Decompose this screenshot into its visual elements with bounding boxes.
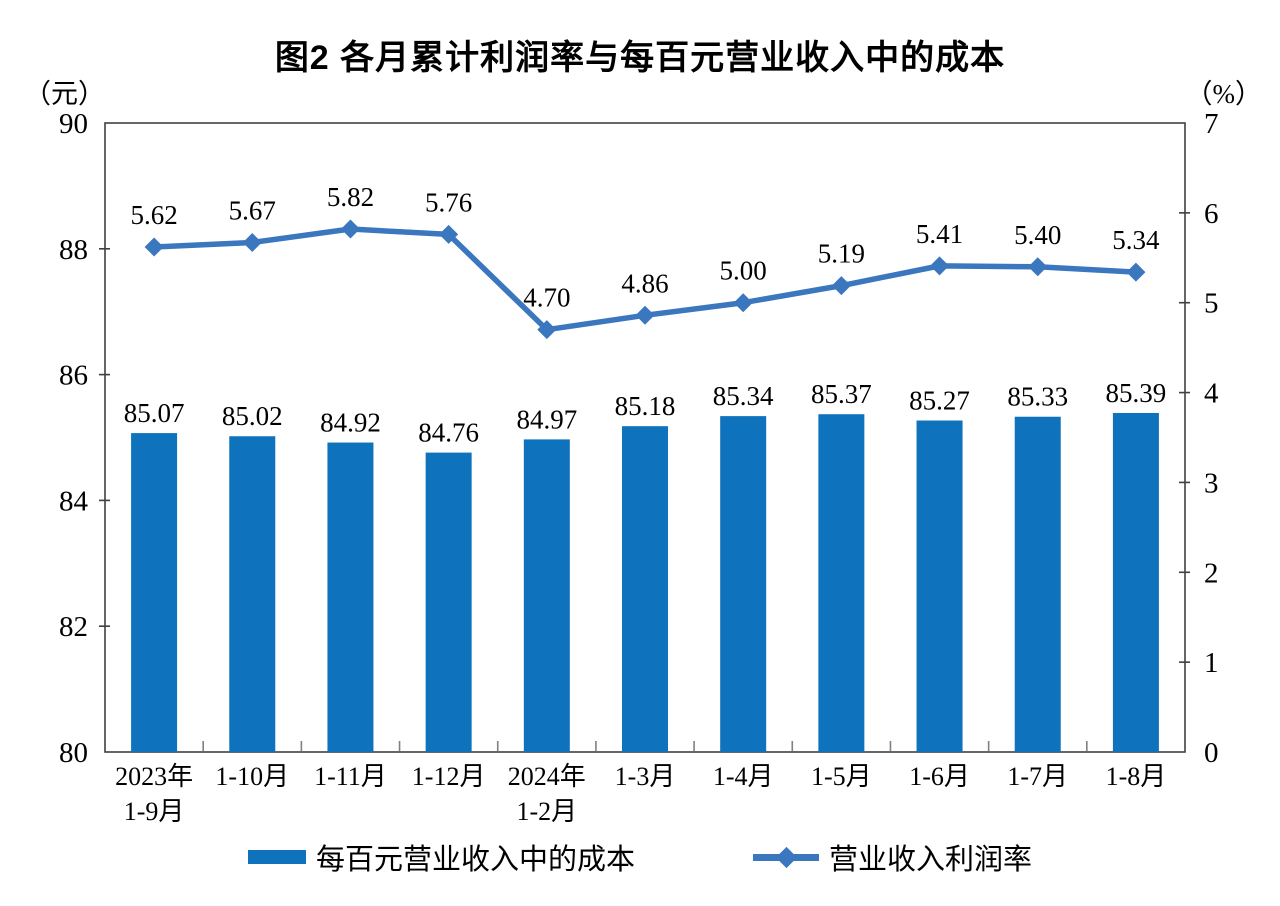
line-marker-diamond (831, 276, 851, 296)
bar (720, 416, 767, 752)
left-axis-tick-label: 86 (59, 360, 88, 392)
line-value-label: 5.82 (327, 182, 374, 212)
line-value-label: 4.86 (621, 268, 668, 298)
line-marker-diamond (340, 219, 360, 239)
x-axis-category-label: 1-8月 (1106, 762, 1167, 791)
line-value-label: 5.00 (720, 256, 767, 286)
bar (327, 442, 374, 752)
bar-value-label: 85.39 (1106, 378, 1167, 408)
chart-title: 图2 各月累计利润率与每百元营业收入中的成本 (274, 39, 1006, 77)
right-axis-tick-label: 1 (1204, 647, 1219, 679)
bar (916, 420, 963, 752)
line-value-label: 5.19 (818, 239, 865, 269)
x-axis-category-label: 1-4月 (713, 762, 774, 791)
left-axis-unit-label: （元） (24, 79, 105, 109)
chart-legend: 每百元营业收入中的成本 营业收入利润率 (0, 836, 1280, 878)
legend-item-cost: 每百元营业收入中的成本 (247, 836, 635, 878)
bar-value-label: 85.34 (713, 381, 774, 411)
bar (1014, 416, 1061, 752)
bar-value-label: 85.37 (811, 379, 872, 409)
line-marker-diamond (439, 224, 459, 244)
right-axis-tick-label: 6 (1204, 198, 1219, 230)
line-value-label: 5.76 (425, 187, 472, 217)
bar (818, 414, 865, 752)
line-marker-diamond (144, 237, 164, 257)
line-value-label: 5.40 (1014, 220, 1061, 250)
right-axis-tick-label: 0 (1204, 737, 1219, 769)
line-value-label: 5.41 (916, 219, 963, 249)
bar (131, 433, 178, 752)
bar (622, 426, 668, 752)
x-axis-category-label: 1-7月 (1007, 762, 1068, 791)
line-marker-diamond (537, 320, 557, 340)
x-axis-category-label: 1-5月 (811, 762, 872, 791)
legend-label-profit-rate: 营业收入利润率 (829, 844, 1033, 876)
x-axis-category-label: 2024年 (508, 762, 586, 791)
left-axis-tick-label: 90 (59, 108, 88, 140)
line-marker-diamond (1028, 257, 1048, 277)
line-value-label: 5.62 (130, 200, 177, 230)
x-axis-category-label: 1-2月 (516, 797, 577, 826)
x-axis-category-label: 1-3月 (615, 762, 676, 791)
bar-value-label: 85.18 (615, 391, 676, 421)
left-axis-tick-label: 84 (59, 485, 89, 517)
bar-value-label: 85.33 (1007, 382, 1068, 412)
right-axis-tick-label: 2 (1204, 557, 1219, 589)
line-marker-diamond (1126, 262, 1146, 282)
bar-value-label: 84.92 (320, 408, 381, 438)
left-axis-tick-label: 80 (59, 737, 88, 769)
left-axis-tick-label: 88 (59, 234, 88, 266)
left-axis-tick-label: 82 (59, 611, 88, 643)
right-axis-tick-label: 3 (1204, 467, 1219, 499)
x-axis-category-label: 1-12月 (412, 762, 486, 791)
x-axis-category-label: 1-10月 (215, 762, 289, 791)
x-axis-category-label: 1-6月 (909, 762, 970, 791)
right-axis-tick-label: 7 (1204, 108, 1219, 140)
diamond-marker-icon (775, 846, 798, 868)
legend-item-profit-rate: 营业收入利润率 (753, 836, 1032, 878)
right-axis-unit-label: （%） (1185, 79, 1263, 109)
line-value-label: 4.70 (523, 283, 570, 313)
line-marker-diamond (930, 256, 950, 276)
legend-label-cost: 每百元营业收入中的成本 (315, 844, 635, 876)
bar (229, 436, 276, 752)
right-axis-tick-label: 5 (1204, 288, 1219, 320)
bar-series-swatch-icon (247, 850, 306, 864)
x-axis-category-label: 1-9月 (124, 797, 185, 826)
bar (425, 452, 472, 752)
bar-value-label: 85.27 (909, 386, 970, 416)
bar-value-label: 84.97 (516, 404, 577, 434)
bar-value-label: 85.07 (124, 398, 185, 428)
line-value-label: 5.67 (229, 196, 276, 226)
line-marker-diamond (733, 293, 753, 313)
x-axis-category-label: 2023年 (115, 762, 193, 791)
bar-value-label: 84.76 (418, 418, 479, 448)
x-axis-category-label: 1-11月 (314, 762, 387, 791)
line-series-swatch-icon (753, 846, 819, 868)
line-marker-diamond (635, 305, 655, 325)
right-axis-tick-label: 4 (1204, 378, 1219, 410)
bar (1112, 412, 1159, 752)
line-marker-diamond (242, 233, 262, 253)
bar (523, 439, 570, 752)
bar-value-label: 85.02 (222, 401, 283, 431)
line-value-label: 5.34 (1112, 225, 1160, 255)
